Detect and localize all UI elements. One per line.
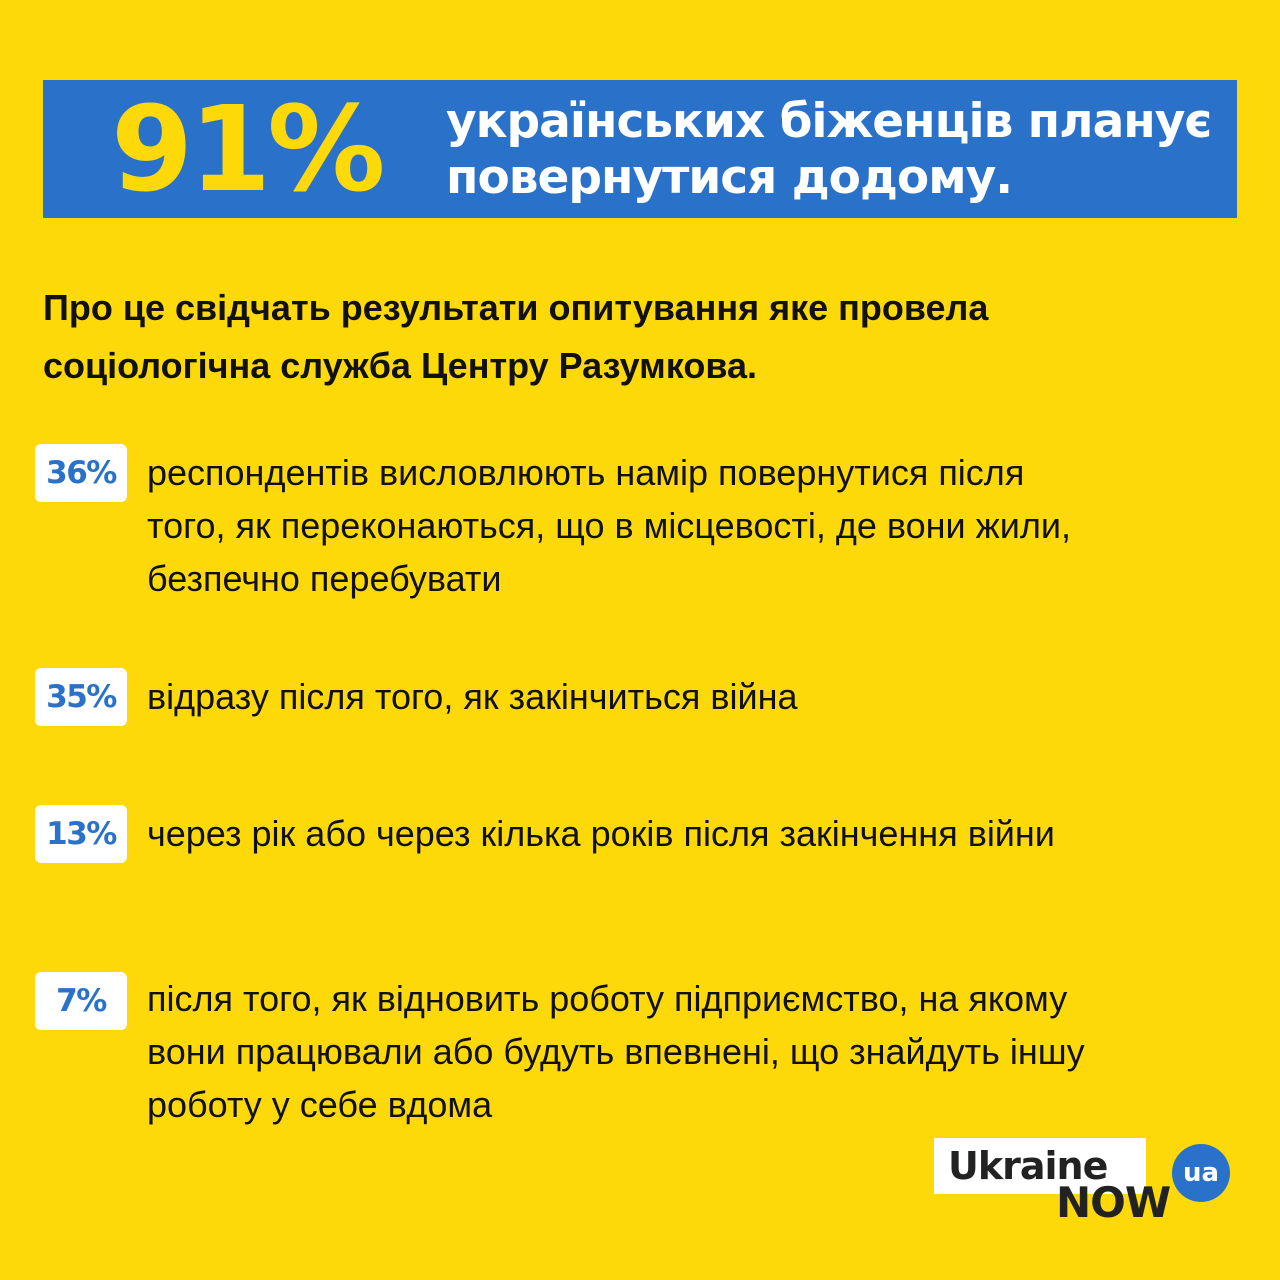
intro-text: Про це свідчать результати опитування як…: [43, 279, 1243, 395]
stat-line: відразу після того, як закінчиться війна: [147, 676, 798, 717]
logo-ua-badge: ua: [1172, 1144, 1230, 1202]
stat-description: через рік або через кілька років після з…: [147, 807, 1267, 860]
headline-line-2: повернутися додому.: [446, 150, 1013, 205]
stat-line: респондентів висловлюють намір повернути…: [147, 452, 1025, 493]
stat-line: вони працювали або будуть впевнені, що з…: [147, 1031, 1085, 1072]
logo-word-ukraine: Ukraine: [948, 1144, 1108, 1188]
intro-line-2: соціологічна служба Центру Разумкова.: [43, 345, 758, 386]
percent-badge: 13%: [35, 805, 127, 863]
headline-percent: 91%: [111, 80, 385, 218]
headline-banner: 91% українських біженців планує повернут…: [43, 80, 1237, 218]
stat-line: безпечно перебувати: [147, 558, 502, 599]
percent-badge: 7%: [35, 972, 127, 1030]
headline-text: українських біженців планує повернутися …: [446, 94, 1212, 206]
logo-word-now: NOW: [1056, 1178, 1171, 1227]
stat-line: того, як переконаються, що в місцевості,…: [147, 505, 1071, 546]
ukraine-now-logo: Ukraine NOW ua: [934, 1138, 1234, 1228]
stat-line: роботу у себе вдома: [147, 1084, 493, 1125]
stat-line: через рік або через кілька років після з…: [147, 813, 1055, 854]
stat-line: після того, як відновить роботу підприєм…: [147, 978, 1068, 1019]
stat-description: після того, як відновить роботу підприєм…: [147, 972, 1267, 1131]
intro-line-1: Про це свідчать результати опитування як…: [43, 287, 989, 328]
logo-ukraine-box: Ukraine: [934, 1138, 1146, 1194]
stat-description: відразу після того, як закінчиться війна: [147, 670, 1267, 723]
percent-badge: 35%: [35, 668, 127, 726]
percent-badge: 36%: [35, 444, 127, 502]
headline-line-1: українських біженців планує: [446, 94, 1212, 149]
stat-description: респондентів висловлюють намір повернути…: [147, 446, 1267, 605]
